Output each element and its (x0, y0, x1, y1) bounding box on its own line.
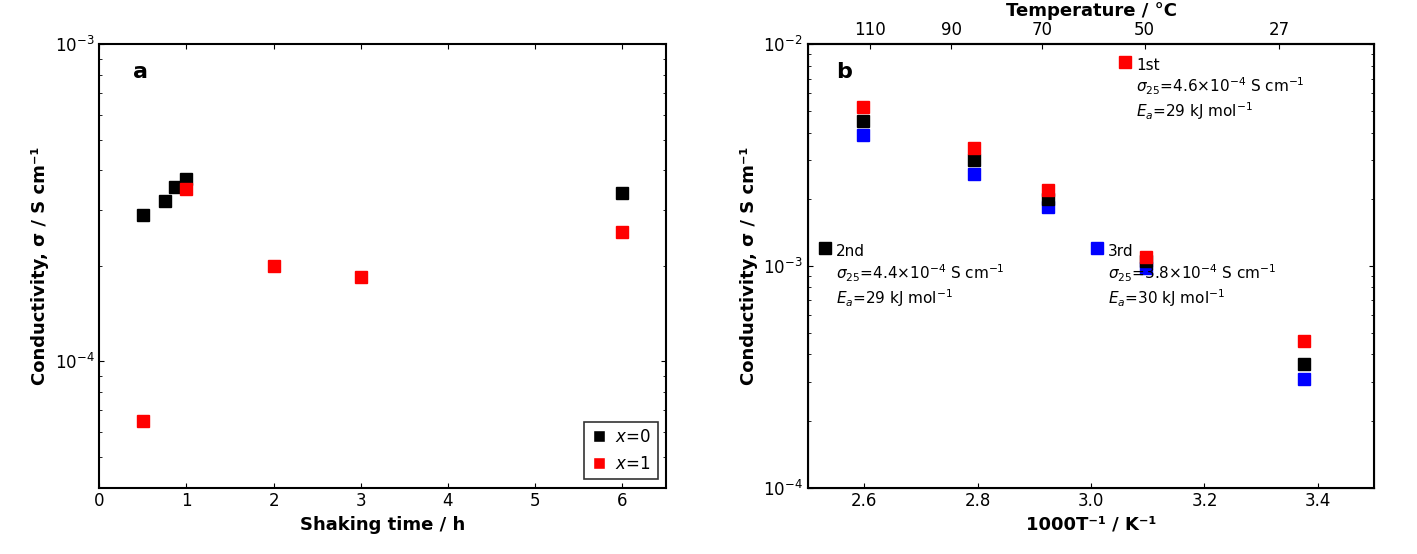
X-axis label: Temperature / °C: Temperature / °C (1006, 2, 1176, 20)
Text: 1st
$\sigma_{25}$=4.6×10$^{-4}$ S cm$^{-1}$
$E_a$=29 kJ mol$^{-1}$: 1st $\sigma_{25}$=4.6×10$^{-4}$ S cm$^{-… (1136, 58, 1305, 122)
X-axis label: 1000T⁻¹ / K⁻¹: 1000T⁻¹ / K⁻¹ (1026, 516, 1156, 534)
Y-axis label: Conductivity, σ / S cm⁻¹: Conductivity, σ / S cm⁻¹ (740, 147, 758, 385)
Text: b: b (836, 62, 852, 82)
X-axis label: Shaking time / h: Shaking time / h (300, 516, 465, 534)
Text: 3rd
$\sigma_{25}$=3.8×10$^{-4}$ S cm$^{-1}$
$E_a$=30 kJ mol$^{-1}$: 3rd $\sigma_{25}$=3.8×10$^{-4}$ S cm$^{-… (1108, 244, 1277, 309)
Y-axis label: Conductivity, σ / S cm⁻¹: Conductivity, σ / S cm⁻¹ (31, 147, 50, 385)
Text: 2nd
$\sigma_{25}$=4.4×10$^{-4}$ S cm$^{-1}$
$E_a$=29 kJ mol$^{-1}$: 2nd $\sigma_{25}$=4.4×10$^{-4}$ S cm$^{-… (836, 244, 1005, 309)
Text: a: a (133, 62, 149, 82)
Legend: $x$=0, $x$=1: $x$=0, $x$=1 (584, 422, 657, 479)
